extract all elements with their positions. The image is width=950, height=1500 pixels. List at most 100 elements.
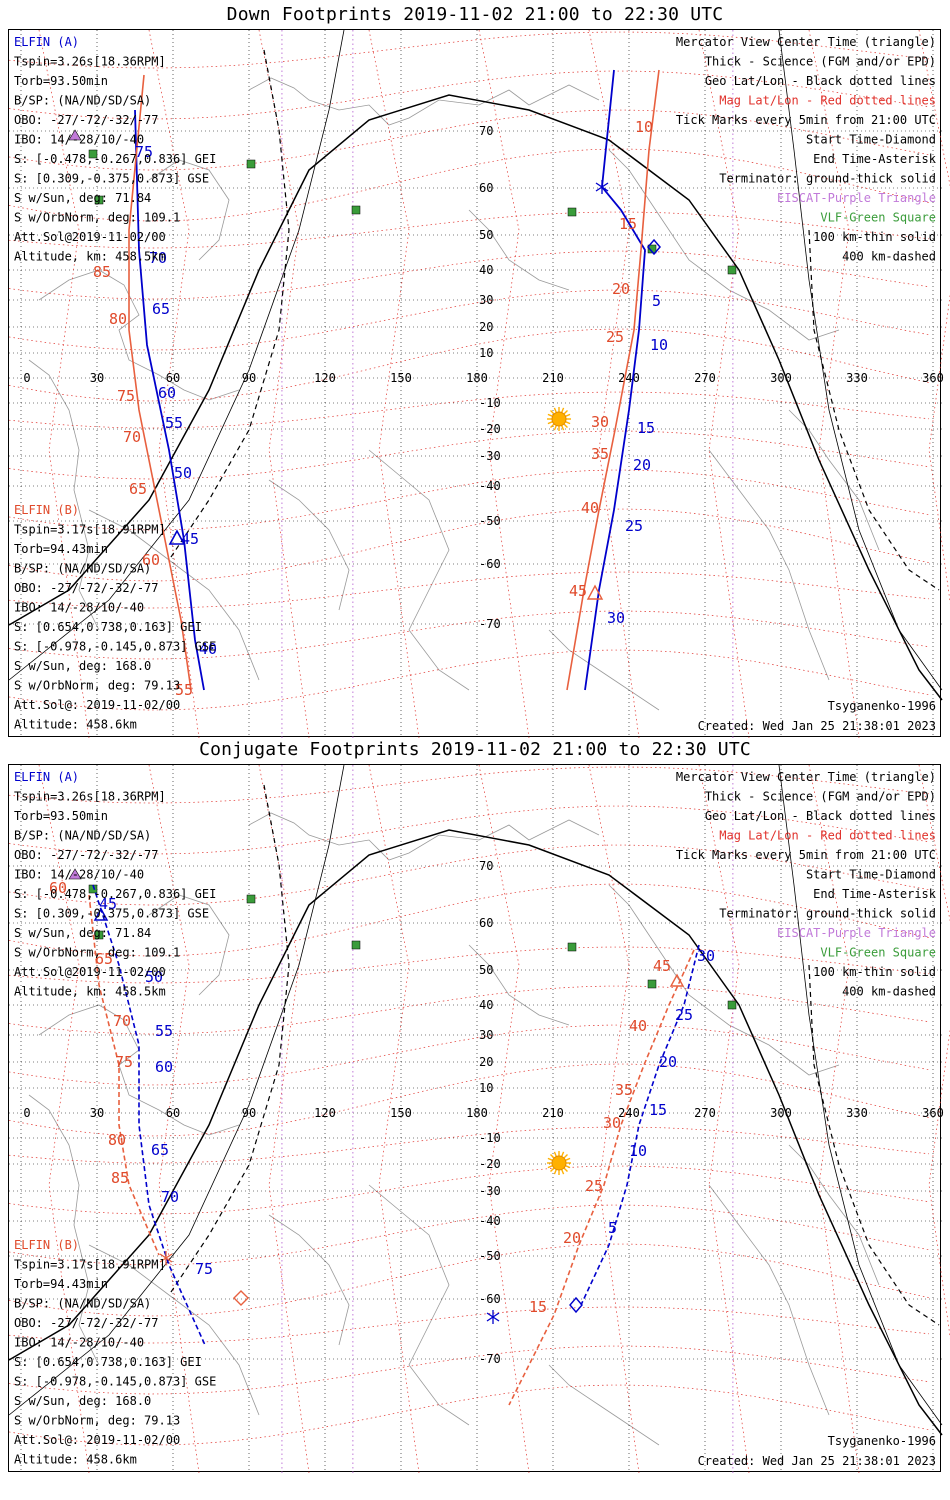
mag-lat-curve <box>8 1345 930 1395</box>
terminator-100km <box>8 29 345 681</box>
vlf-square-icon <box>246 159 256 169</box>
legend-item: Mag Lat/Lon - Red dotted lines <box>719 94 936 108</box>
mag-lon-curve <box>258 29 310 739</box>
mag-lat-curve <box>8 1204 930 1266</box>
lon-tick-label: 120 <box>314 371 336 385</box>
track-a-time-label: 20 <box>633 456 651 474</box>
track-a-west <box>92 884 206 1346</box>
elfin-b-param: Tspin=3.17s[18.91RPM] <box>14 1258 166 1272</box>
legend-item: End Time-Asterisk <box>813 887 937 901</box>
vlf-stations <box>88 884 737 1010</box>
coastline-0 <box>248 77 600 126</box>
sun-ray <box>547 421 553 425</box>
sun-ray <box>561 1169 565 1175</box>
legend-item: Tick Marks every 5min from 21:00 UTC <box>676 848 936 862</box>
elfin-a-param: Att.Sol@2019-11-02/00 <box>14 965 166 979</box>
sun-ray <box>563 410 568 415</box>
lon-tick-label: 150 <box>390 371 412 385</box>
track-a-time-label: 30 <box>607 609 625 627</box>
mag-lat-curve <box>8 1384 930 1446</box>
terminator-400km-east <box>808 964 940 1326</box>
sun-ray <box>565 421 571 425</box>
elfin-a-param: Tspin=3.26s[18.36RPM] <box>14 790 166 804</box>
legend-item: Start Time-Diamond <box>806 133 936 147</box>
track-b-west <box>88 894 160 1256</box>
model-label: Tsyganenko-1996 <box>828 1434 936 1448</box>
terminator-100km-east <box>778 29 943 691</box>
coastline-1 <box>38 269 240 401</box>
track-b-time-label: 25 <box>585 1177 603 1195</box>
mag-lat-curve <box>8 766 930 804</box>
sun-ray <box>563 1167 568 1172</box>
elfin-a-param: OBO: -27/-72/-32/-77 <box>14 848 159 862</box>
asterisk-stroke <box>159 1253 173 1263</box>
lat-tick-label: -40 <box>479 1214 501 1228</box>
mag-lat-curve <box>8 391 930 429</box>
vlf-stations <box>88 149 737 275</box>
map-canvas-down: 0 30 60 90 120 150 180 210 240 270 300 330 360 70 60 50… <box>8 29 950 739</box>
track-a-time-label: 60 <box>158 384 176 402</box>
lon-tick-label: 300 <box>770 371 792 385</box>
elfin-a-param: Altitude, km: 458.5km <box>14 250 166 264</box>
vlf-square-icon <box>727 265 737 275</box>
elfin-b-name: ELFIN (B) <box>14 503 79 517</box>
lat-tick-label: 30 <box>479 293 493 307</box>
track-a-time-label: 75 <box>135 143 153 161</box>
track-a-time-label: 55 <box>155 1022 173 1040</box>
sun-ray <box>553 1151 557 1157</box>
elfin-b-param: S w/OrbNorm, deg: 79.13 <box>14 679 180 693</box>
lon-tick-label: 30 <box>90 371 104 385</box>
track-a-time-label: 10 <box>629 1142 647 1160</box>
vlf-square-icon <box>727 1000 737 1010</box>
vlf-square-icon <box>351 205 361 215</box>
track-b-time-label: 40 <box>581 499 599 517</box>
elfin-b-param: Altitude: 458.6km <box>14 1453 137 1467</box>
elfin-b-param: S: [0.654,0.738,0.163] GEI <box>14 620 202 634</box>
lon-tick-label: 60 <box>166 371 180 385</box>
lat-tick-label: -70 <box>479 617 501 631</box>
asterisk-stroke <box>486 1312 500 1322</box>
lat-tick-label: -10 <box>479 396 501 410</box>
lat-tick-label: -60 <box>479 557 501 571</box>
lat-tick-label: 50 <box>479 228 493 242</box>
start-diamond-a <box>569 1296 583 1314</box>
legend-item: EISCAT-Purple Triangle <box>777 191 936 205</box>
legend-item: EISCAT-Purple Triangle <box>777 926 936 940</box>
coastline-1 <box>38 1004 240 1136</box>
track-b-time-label: 35 <box>591 445 609 463</box>
legend-item: Mercator View Center Time (triangle) <box>676 35 936 49</box>
elfin-a-param: IBO: 14/-28/10/-40 <box>14 868 144 882</box>
track-a-time-label: 20 <box>659 1053 677 1071</box>
sun-ray <box>561 425 565 431</box>
track-a-time-label: 65 <box>151 1141 169 1159</box>
legend-item: End Time-Asterisk <box>813 152 937 166</box>
elfin-a-param: S w/OrbNorm, deg: 109.1 <box>14 946 180 960</box>
legend-item: Thick - Science (FGM and/or EPD) <box>705 790 936 804</box>
coastline-7 <box>468 944 570 1026</box>
lat-tick-label: -40 <box>479 479 501 493</box>
mag-lat-curve <box>8 250 930 300</box>
lat-tick-label: 30 <box>479 1028 493 1042</box>
track-b-time-label: 75 <box>117 387 135 405</box>
sun-ray <box>553 407 557 413</box>
lon-tick-label: 360 <box>922 1106 944 1120</box>
track-b-time-label: 20 <box>612 280 630 298</box>
sun-ray <box>561 1151 565 1157</box>
sun-disc <box>551 1155 567 1171</box>
coastline-3 <box>608 149 840 341</box>
elfin-a-param: Att.Sol@2019-11-02/00 <box>14 230 166 244</box>
elfin-b-param: S: [-0.978,-0.145,0.873] GSE <box>14 1375 216 1389</box>
sun-ray <box>561 407 565 413</box>
legend-item: Thick - Science (FGM and/or EPD) <box>705 55 936 69</box>
eiscat-lines <box>281 765 734 1473</box>
track-b-time-label: 15 <box>529 1298 547 1316</box>
satellite-tracks <box>88 884 700 1406</box>
created-timestamp: Created: Wed Jan 25 21:38:01 2023 <box>698 1454 936 1468</box>
elfin-b-param: OBO: -27/-72/-32/-77 <box>14 581 159 595</box>
center-time-triangle-a <box>93 907 109 921</box>
track-b-time-label: 60 <box>49 879 67 897</box>
legend-item: Terminator: ground-thick solid <box>719 907 936 921</box>
coastline-6 <box>148 159 230 261</box>
track-a-time-label: 70 <box>149 249 167 267</box>
track-a-time-label: 25 <box>625 517 643 535</box>
